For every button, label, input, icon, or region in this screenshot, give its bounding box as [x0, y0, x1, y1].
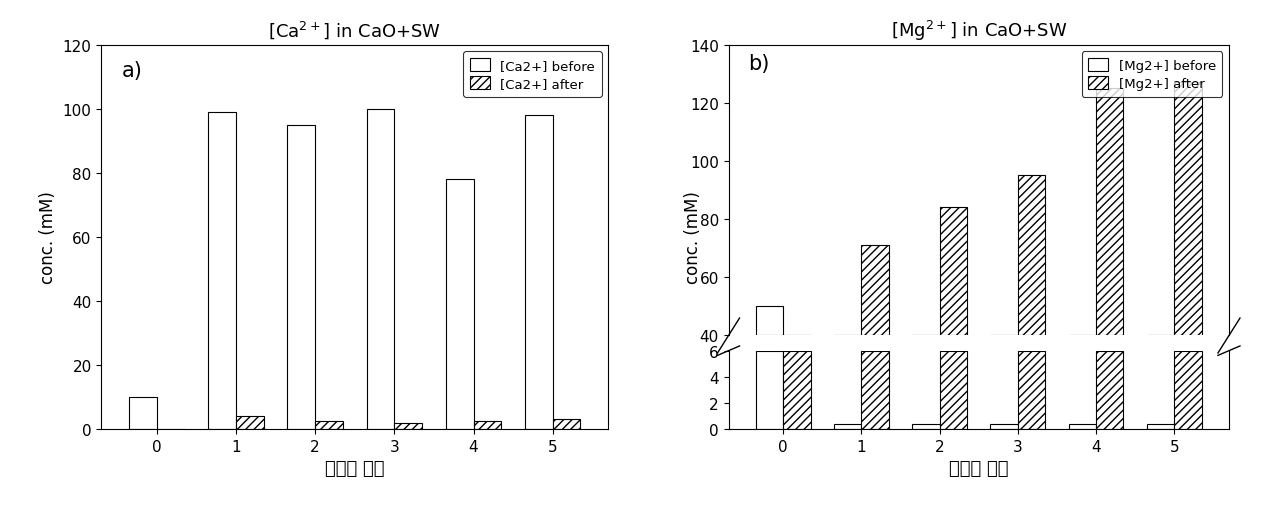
- Bar: [208, 113, 236, 429]
- Bar: [446, 180, 474, 429]
- Bar: [552, 420, 580, 429]
- Bar: [1175, 351, 1201, 429]
- Text: b): b): [749, 54, 770, 74]
- Bar: [1175, 83, 1201, 336]
- Bar: [1017, 176, 1045, 336]
- Bar: [366, 110, 394, 429]
- Bar: [991, 424, 1017, 429]
- Bar: [394, 423, 422, 429]
- Bar: [912, 424, 940, 429]
- Title: [Mg$^{2+}$] in CaO+SW: [Mg$^{2+}$] in CaO+SW: [891, 19, 1067, 43]
- Bar: [834, 424, 862, 429]
- Bar: [1017, 351, 1045, 429]
- Bar: [756, 351, 783, 429]
- Bar: [940, 351, 967, 429]
- Bar: [288, 125, 315, 429]
- Bar: [862, 246, 889, 336]
- Legend: [Ca2+] before, [Ca2+] after: [Ca2+] before, [Ca2+] after: [464, 52, 602, 97]
- Bar: [1147, 424, 1175, 429]
- Title: [Ca$^{2+}$] in CaO+SW: [Ca$^{2+}$] in CaO+SW: [269, 20, 441, 41]
- Bar: [236, 417, 264, 429]
- Bar: [862, 351, 889, 429]
- Bar: [1096, 351, 1124, 429]
- Text: a): a): [122, 61, 142, 81]
- X-axis label: 전처리 횟수: 전처리 횟수: [949, 460, 1009, 477]
- Text: conc. (mM): conc. (mM): [684, 191, 702, 284]
- Bar: [756, 307, 783, 336]
- Bar: [129, 397, 157, 429]
- Y-axis label: conc. (mM): conc. (mM): [39, 191, 57, 284]
- X-axis label: 전처리 횟수: 전처리 횟수: [326, 460, 384, 477]
- Bar: [1096, 89, 1124, 336]
- Bar: [1068, 424, 1096, 429]
- Bar: [940, 208, 967, 336]
- Bar: [315, 421, 343, 429]
- Bar: [525, 116, 552, 429]
- Bar: [783, 351, 811, 429]
- Legend: [Mg2+] before, [Mg2+] after: [Mg2+] before, [Mg2+] after: [1082, 52, 1223, 97]
- Bar: [474, 421, 502, 429]
